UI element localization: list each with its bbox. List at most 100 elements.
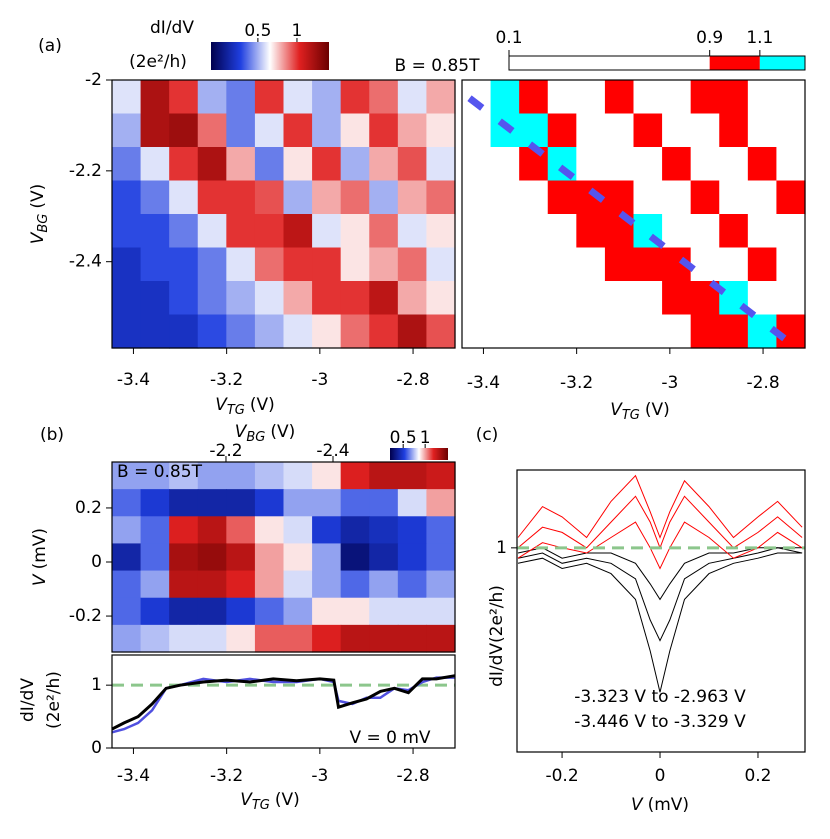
plot-frame <box>461 79 806 349</box>
heatmap-cell <box>519 281 549 316</box>
heatmap-cell <box>547 281 577 316</box>
x-tick-label: -2.4 <box>316 441 349 461</box>
heatmap-cell <box>169 516 199 545</box>
axis-unit: (V) <box>275 790 300 810</box>
colorbar-segment <box>759 56 805 70</box>
heatmap-cell <box>112 516 142 545</box>
y-tick-label: 0 <box>91 738 102 758</box>
heatmap-cell <box>226 516 256 545</box>
axis-subscript: BG <box>246 430 265 445</box>
colorbar-tick-label: 0.5 <box>244 21 271 41</box>
curve <box>517 474 803 539</box>
heatmap-cell <box>397 489 428 517</box>
axis-label: VTG (V) <box>240 790 300 813</box>
colorbar <box>390 448 448 460</box>
heatmap-cell <box>426 147 456 182</box>
heatmap-cell <box>397 80 428 115</box>
heatmap-cell <box>519 247 549 282</box>
axis-label: VTG (V) <box>610 400 670 423</box>
heatmap-cell <box>397 516 428 545</box>
heatmap-cell <box>426 489 456 517</box>
heatmap-cell <box>776 314 806 349</box>
heatmap-cell <box>254 489 285 517</box>
heatmap-cell <box>226 489 256 517</box>
x-tick-label: -3.2 <box>560 373 593 393</box>
x-tick-label: -3.2 <box>210 370 243 390</box>
heatmap-cell <box>254 214 285 249</box>
heatmap-cell <box>283 516 313 545</box>
colorbar-tick-label: 1 <box>420 428 431 448</box>
annotation: B = 0.85T <box>395 56 481 76</box>
heatmap-cell <box>140 314 170 349</box>
heatmap-cell <box>604 314 635 349</box>
heatmap-cell <box>426 462 456 490</box>
heatmap-cell <box>776 80 806 115</box>
heatmap-cell <box>254 597 285 626</box>
heatmap-cell <box>369 147 399 182</box>
heatmap-cell <box>547 113 577 148</box>
heatmap-cell <box>662 113 692 148</box>
heatmap-cell <box>576 113 606 148</box>
heatmap-cell <box>226 147 256 182</box>
heatmap-cell <box>226 247 256 282</box>
colorbar-tick-label: 1.1 <box>746 28 773 48</box>
heatmap-cell <box>776 214 806 249</box>
y-tick-label: -2 <box>85 70 102 90</box>
plot-frame <box>111 79 456 349</box>
heatmap-cell <box>226 624 256 653</box>
heatmap-cell <box>633 113 663 148</box>
x-tick-label: -3 <box>661 373 678 393</box>
axis-subscript: TG <box>227 403 245 418</box>
heatmap-cell <box>283 314 313 349</box>
heatmap-cell <box>776 180 806 215</box>
heatmap-cell <box>254 180 285 215</box>
axis-unit: (V) <box>645 400 670 420</box>
heatmap-cell <box>397 314 428 349</box>
heatmap-cell <box>747 180 778 215</box>
heatmap-cell <box>226 314 256 349</box>
axis-label: VBG (V) <box>235 422 296 445</box>
heatmap-cell <box>397 462 428 490</box>
colorbar-tick-label: 0.1 <box>495 28 522 48</box>
heatmap-cell <box>197 80 227 115</box>
colorbar-unit: (2e²/h) <box>129 52 187 72</box>
heatmap-cell <box>604 180 635 215</box>
heatmap-cell <box>340 214 370 249</box>
heatmap-cell <box>254 624 285 653</box>
guide-line <box>467 95 794 347</box>
heatmap-cell <box>312 462 342 490</box>
heatmap-cell <box>283 489 313 517</box>
heatmap-cell <box>462 214 492 249</box>
heatmap-cell <box>197 147 227 182</box>
heatmap-cell <box>226 462 256 490</box>
heatmap-cell <box>747 247 778 282</box>
heatmap-cell <box>140 516 170 545</box>
heatmap-cell <box>369 80 399 115</box>
heatmap-cell <box>369 113 399 148</box>
heatmap-cell <box>426 113 456 148</box>
heatmap-cell <box>283 624 313 653</box>
heatmap-cell <box>169 147 199 182</box>
heatmap-cell <box>576 247 606 282</box>
heatmap-cell <box>340 281 370 316</box>
heatmap-cell <box>490 180 520 215</box>
heatmap-cell <box>490 214 520 249</box>
heatmap-cell <box>426 624 456 653</box>
heatmap-cell <box>340 543 370 572</box>
heatmap-cell <box>462 247 492 282</box>
axis-label: dI/dV(2e²/h) <box>487 585 507 687</box>
heatmap-cell <box>426 214 456 249</box>
heatmap-cell <box>462 113 492 148</box>
legend-entry: -3.323 V to -2.963 V <box>574 687 746 707</box>
heatmap-cell <box>283 543 313 572</box>
heatmap-cell <box>426 543 456 572</box>
x-tick-label: -3.2 <box>210 766 243 786</box>
heatmap-cell <box>426 247 456 282</box>
heatmap-cell <box>112 597 142 626</box>
heatmap-cell <box>426 516 456 545</box>
heatmap-cell <box>226 80 256 115</box>
heatmap-cell <box>369 570 399 599</box>
heatmap-cell <box>690 247 720 282</box>
heatmap-cell <box>140 214 170 249</box>
heatmap-cell <box>604 113 635 148</box>
